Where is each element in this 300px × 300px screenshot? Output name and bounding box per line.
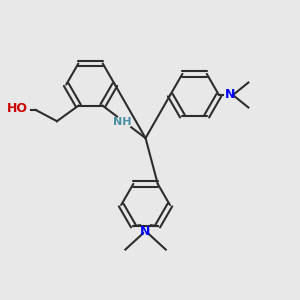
Text: N: N [225, 88, 235, 101]
Text: NH: NH [113, 117, 132, 127]
Text: HO: HO [7, 102, 28, 115]
Text: N: N [140, 225, 151, 238]
